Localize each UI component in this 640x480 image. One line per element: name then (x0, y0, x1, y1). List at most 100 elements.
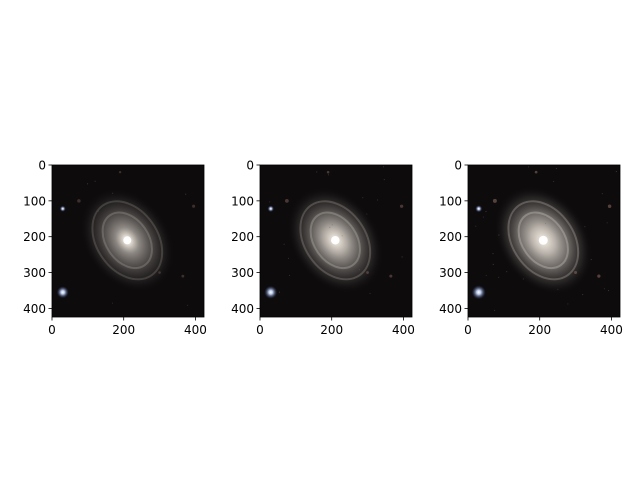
bright-star (264, 285, 278, 299)
noise-pixel (111, 302, 113, 304)
faint-source (534, 170, 538, 174)
y-tick-label: 0 (38, 159, 46, 173)
noise-pixel (97, 210, 99, 212)
noise-pixel (485, 274, 487, 276)
noise-pixel (498, 234, 500, 236)
galaxy-image (468, 165, 620, 317)
noise-pixel (492, 263, 494, 265)
faint-source (574, 271, 578, 275)
faint-source (492, 198, 497, 203)
y-tick-label: 400 (23, 302, 46, 316)
faint-source (118, 170, 122, 174)
noise-pixel (87, 183, 89, 185)
noise-pixel (582, 294, 584, 296)
x-tick-label: 0 (464, 323, 472, 337)
noise-pixel (606, 222, 608, 224)
noise-pixel (341, 235, 343, 237)
noise-pixel (603, 288, 605, 290)
y-tick-label: 100 (231, 194, 254, 208)
noise-pixel (492, 253, 494, 255)
noise-pixel (369, 292, 371, 294)
y-tick-label: 100 (23, 194, 46, 208)
y-tick-label: 400 (231, 302, 254, 316)
noise-pixel (269, 201, 271, 203)
noise-pixel (528, 166, 530, 168)
noise-pixel (383, 166, 385, 168)
spiral-arm (309, 211, 361, 270)
galaxy-core (331, 236, 340, 245)
y-tick-label: 0 (454, 159, 462, 173)
faint-source (192, 204, 196, 208)
axes-frame (467, 164, 621, 318)
spiral-arm (507, 200, 580, 281)
noise-pixel (590, 259, 592, 261)
galaxy-core (123, 236, 132, 245)
noise-pixel (578, 252, 580, 254)
x-tick-label: 400 (392, 323, 415, 337)
faint-source (181, 274, 185, 278)
noise-pixel (279, 291, 281, 293)
noise-pixel (608, 290, 610, 292)
small-star (475, 205, 483, 213)
bright-star (471, 285, 486, 300)
noise-pixel (506, 271, 508, 273)
y-tick-label: 200 (23, 230, 46, 244)
x-tick-label: 400 (600, 323, 623, 337)
x-tick-label: 200 (528, 323, 551, 337)
faint-source (389, 274, 393, 278)
spiral-arm (517, 211, 569, 270)
spiral-arm (101, 211, 153, 270)
y-tick-label: 300 (439, 266, 462, 280)
faint-source (285, 198, 289, 203)
noise-pixel (553, 180, 555, 182)
noise-pixel (316, 171, 318, 173)
noise-pixel (327, 174, 329, 176)
x-tick-label: 200 (112, 323, 135, 337)
noise-pixel (516, 206, 518, 208)
noise-pixel (522, 278, 524, 280)
small-star (59, 205, 66, 212)
noise-pixel (498, 276, 500, 278)
y-tick-label: 200 (231, 230, 254, 244)
x-tick-label: 400 (184, 323, 207, 337)
noise-pixel (615, 171, 617, 173)
noise-pixel (567, 303, 569, 305)
faint-source (597, 274, 601, 278)
galaxy-image (260, 165, 412, 317)
axes-frame (259, 164, 413, 318)
noise-pixel (185, 193, 187, 195)
x-tick-label: 0 (48, 323, 56, 337)
small-star (267, 205, 275, 212)
noise-pixel (482, 216, 484, 218)
noise-pixel (94, 180, 96, 182)
noise-pixel (331, 224, 333, 226)
noise-pixel (601, 193, 603, 195)
noise-pixel (555, 168, 557, 170)
faint-source (399, 204, 404, 208)
noise-pixel (287, 257, 289, 259)
y-tick-label: 300 (231, 266, 254, 280)
noise-pixel (557, 288, 559, 290)
noise-pixel (366, 213, 368, 215)
faint-source (607, 204, 612, 208)
noise-pixel (485, 211, 487, 213)
spiral-arm (91, 200, 164, 281)
noise-pixel (494, 309, 496, 311)
noise-pixel (545, 222, 547, 224)
galaxy-image (52, 165, 204, 317)
faint-source (77, 199, 81, 203)
noise-pixel (283, 243, 285, 245)
galaxy-core (538, 235, 548, 245)
noise-pixel (108, 241, 110, 243)
noise-pixel (289, 274, 291, 276)
y-tick-label: 300 (23, 266, 46, 280)
faint-source (158, 271, 161, 274)
noise-pixel (475, 225, 477, 227)
spiral-arm (299, 200, 372, 281)
noise-pixel (383, 179, 385, 181)
y-tick-label: 400 (439, 302, 462, 316)
